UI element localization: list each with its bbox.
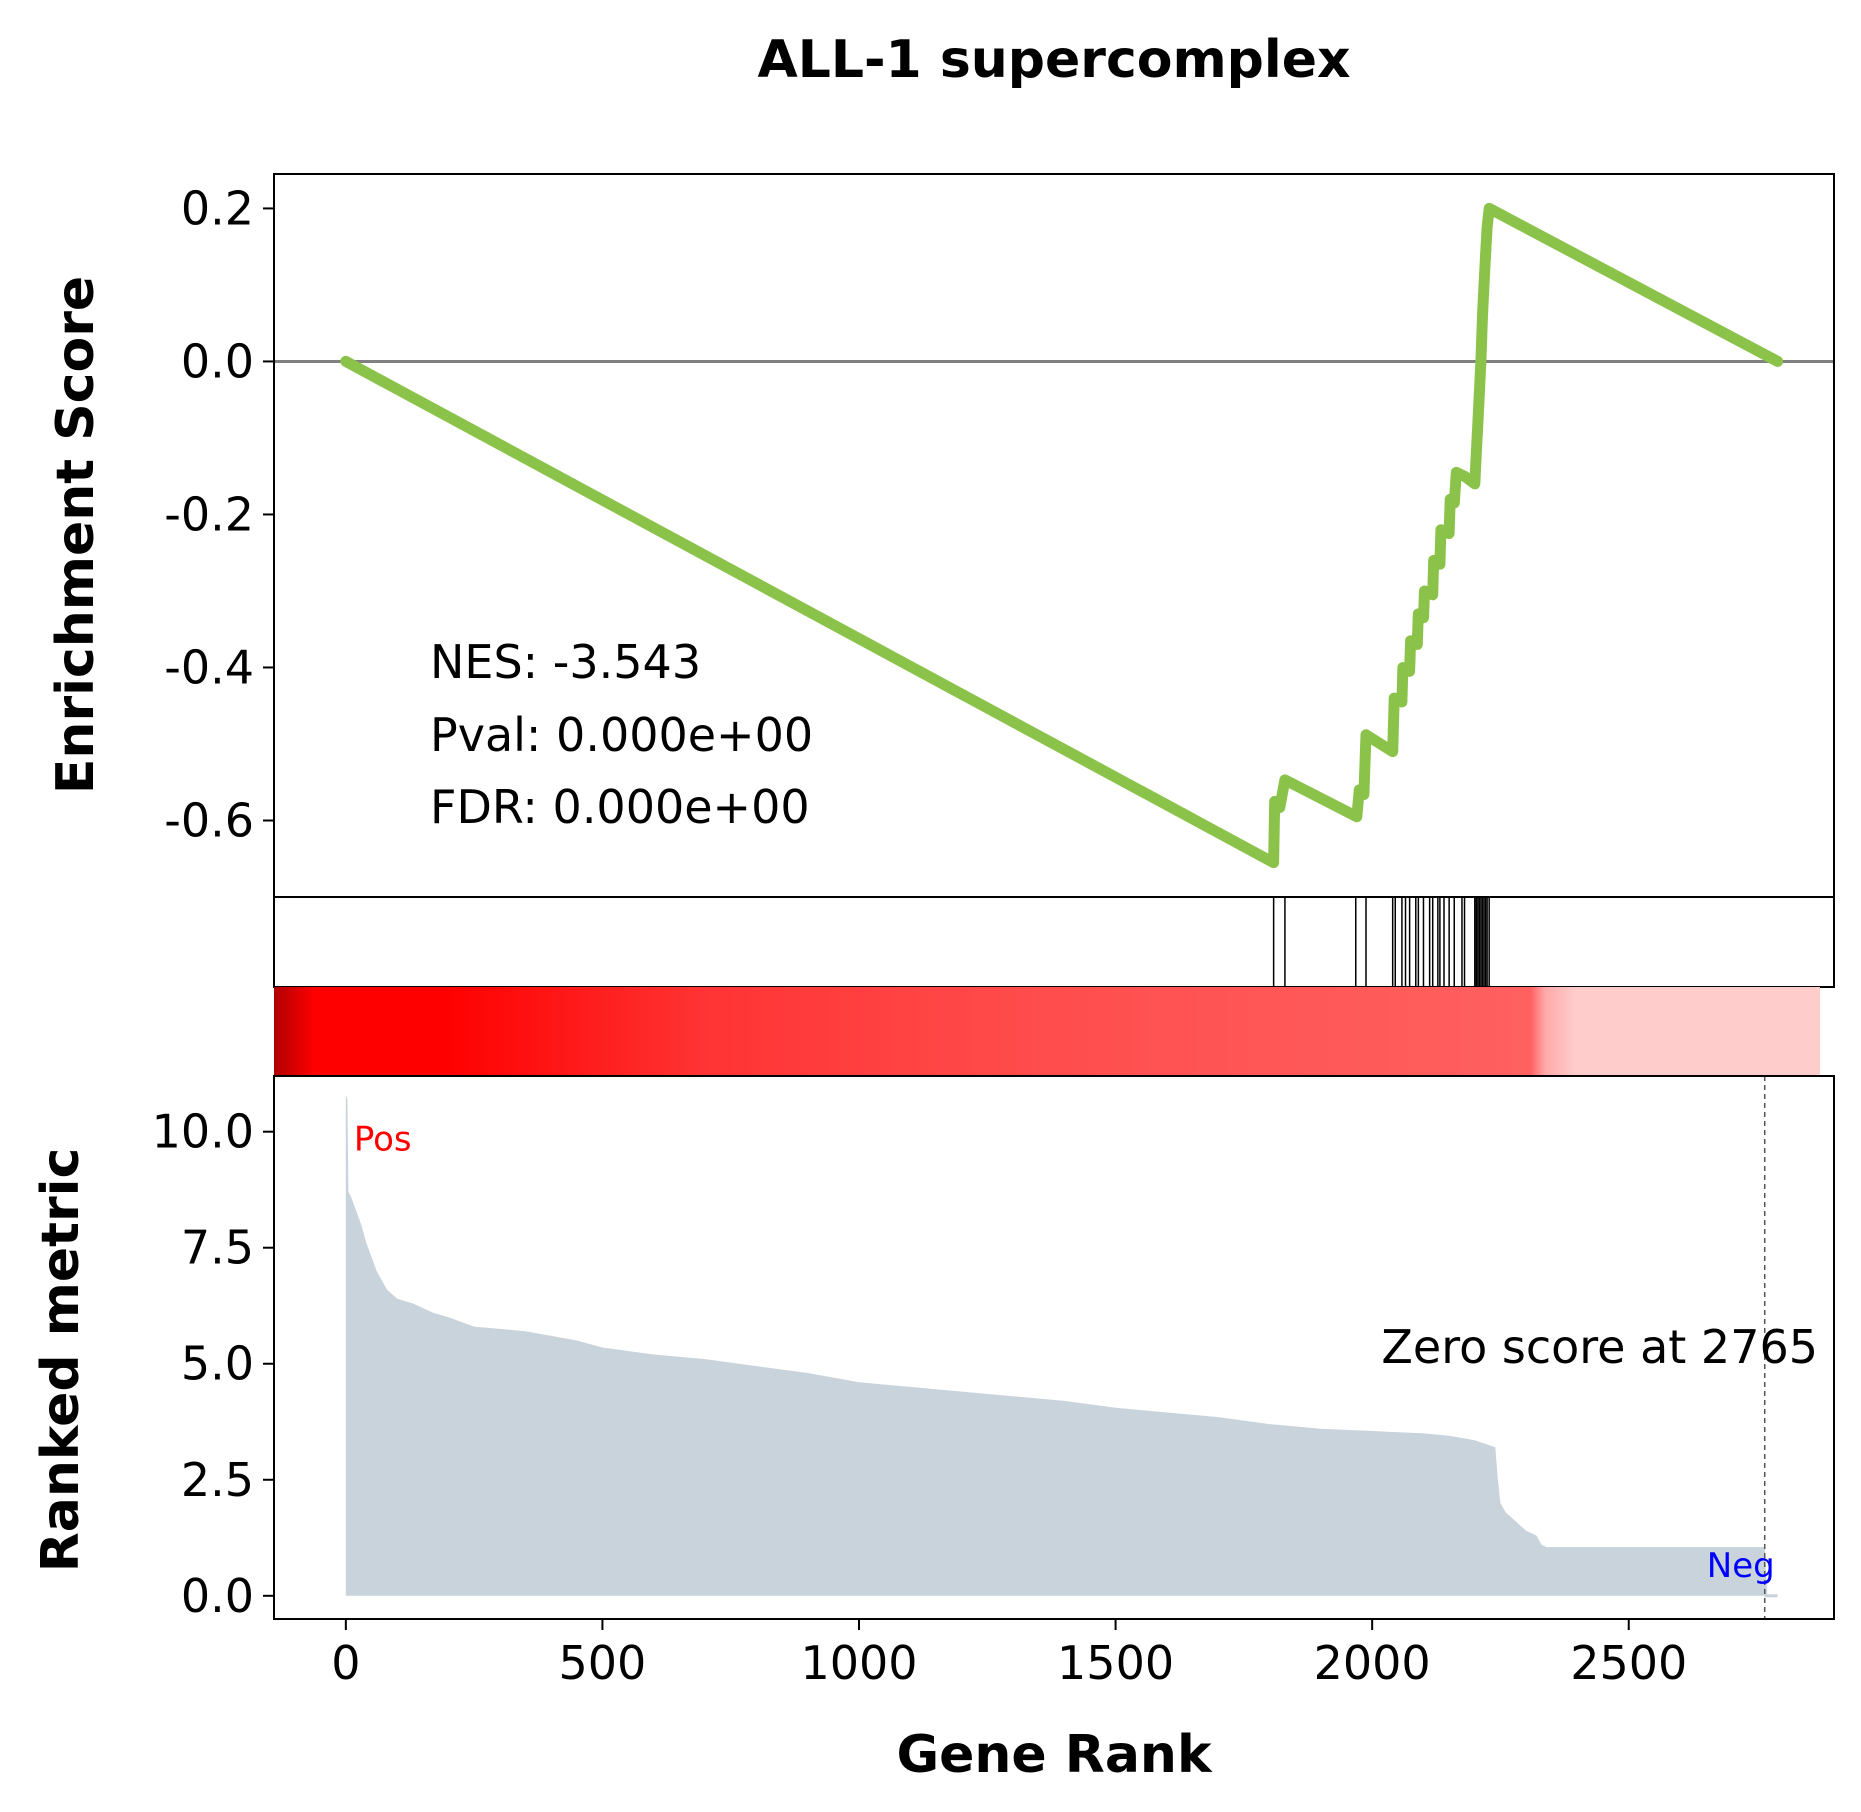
es-y-axis: 0.2 0.0 -0.2 -0.4 -0.6 (164, 181, 274, 847)
ranked-metric-y-tick-label: 10.0 (152, 1105, 254, 1159)
ranked-metric-y-tick-label: 7.5 (181, 1221, 254, 1275)
x-tick-label: 0 (331, 1636, 360, 1690)
running-es-line (340, 202, 1784, 869)
ranked-metric-panel: Zero score at 2765 Pos Neg 10.0 7.5 5.0 2.5… (31, 1075, 1835, 1623)
x-tick-label: 2000 (1314, 1636, 1431, 1690)
ranked-metric-panel-frame (273, 1075, 1835, 1620)
fdr-label: FDR: 0.000e+00 (430, 780, 810, 834)
hits-panel-frame (273, 896, 1835, 988)
ranked-metric-y-tick-label: 5.0 (181, 1337, 254, 1391)
ranked-metric-y-tick-label: 2.5 (181, 1453, 254, 1507)
es-y-tick-label: -0.2 (164, 487, 254, 541)
rank-colorbar (274, 987, 1820, 1076)
hits-panel (273, 896, 1835, 988)
es-y-tick-label: -0.6 (164, 793, 254, 847)
es-y-axis-title: Enrichment Score (46, 276, 106, 794)
nes-label: NES: -3.543 (430, 635, 701, 689)
x-tick-label: 1500 (1057, 1636, 1174, 1690)
pval-label: Pval: 0.000e+00 (430, 708, 813, 762)
chart-title: ALL-1 supercomplex (757, 30, 1350, 90)
x-axis: 0 500 1000 1500 2000 2500 (331, 1619, 1687, 1690)
zero-score-label: Zero score at 2765 (1381, 1320, 1818, 1374)
x-tick-label: 2500 (1570, 1636, 1687, 1690)
x-tick-label: 500 (559, 1636, 647, 1690)
ranked-metric-y-axis-title: Ranked metric (31, 1148, 91, 1573)
es-y-tick-label: -0.4 (164, 640, 254, 694)
ranked-metric-y-axis: 10.0 7.5 5.0 2.5 0.0 (152, 1105, 274, 1623)
es-y-tick-label: 0.0 (181, 334, 254, 388)
es-y-tick-label: 0.2 (181, 181, 254, 235)
x-tick-label: 1000 (800, 1636, 917, 1690)
hit-lines (1272, 897, 1490, 987)
ranked-metric-y-tick-label: 0.0 (181, 1569, 254, 1623)
x-axis-title: Gene Rank (896, 1725, 1212, 1785)
ranked-metric-area (345, 1094, 1778, 1596)
enrichment-panel: 0.2 0.0 -0.2 -0.4 -0.6 NES: -3.543 Pval: 0.0… (46, 173, 1835, 898)
neg-label: Neg (1707, 1546, 1775, 1586)
pos-label: Pos (354, 1119, 412, 1159)
